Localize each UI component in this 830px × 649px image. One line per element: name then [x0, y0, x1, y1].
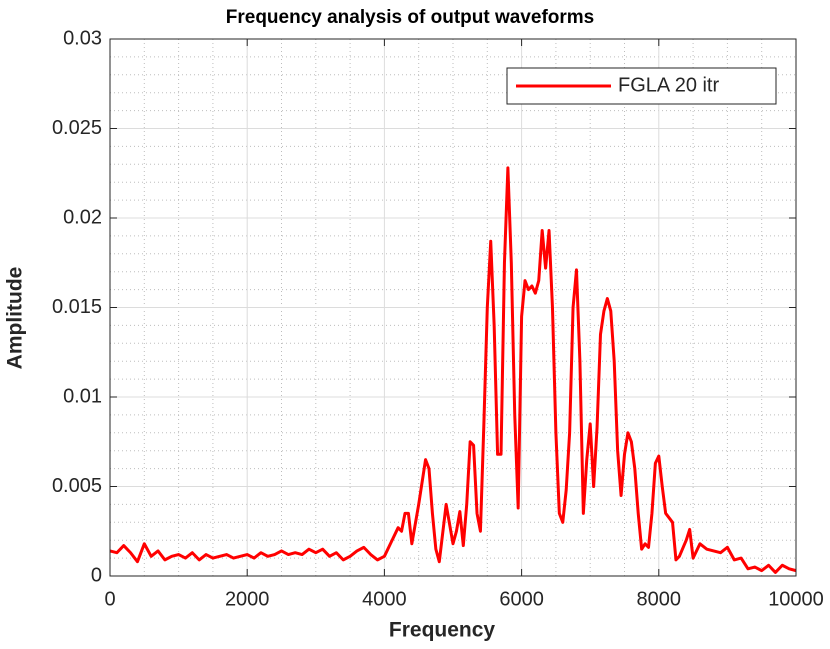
- y-tick-label: 0.02: [63, 206, 102, 228]
- x-tick-label: 10000: [768, 588, 824, 610]
- x-tick-label: 0: [104, 588, 115, 610]
- x-tick-label: 2000: [225, 588, 270, 610]
- y-tick-label: 0.03: [63, 27, 102, 49]
- x-tick-label: 8000: [637, 588, 682, 610]
- y-tick-label: 0: [91, 564, 102, 586]
- axes-box: [109, 38, 797, 577]
- legend-label: FGLA 20 itr: [618, 74, 719, 96]
- x-tick-label: 4000: [362, 588, 407, 610]
- chart-title: Frequency analysis of output waveforms: [226, 7, 594, 28]
- x-axis-label: Frequency: [389, 619, 496, 642]
- plot-area: [109, 166, 797, 574]
- y-tick-label: 0.01: [63, 385, 102, 407]
- y-tick-label: 0.015: [52, 296, 102, 318]
- data-line: [109, 166, 797, 574]
- y-tick-label: 0.005: [52, 475, 102, 497]
- x-tick-label: 6000: [499, 588, 544, 610]
- y-axis-label: Amplitude: [4, 267, 27, 370]
- grid: [109, 38, 797, 577]
- y-tick-label: 0.025: [52, 117, 102, 139]
